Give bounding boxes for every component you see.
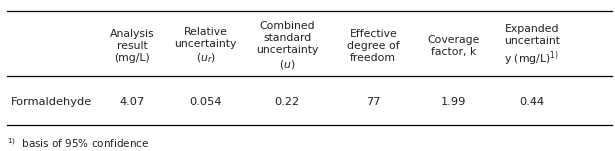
Text: $^{1)}$  basis of 95% confidence: $^{1)}$ basis of 95% confidence	[7, 136, 149, 150]
Text: Relative
uncertainty
$(u_r)$: Relative uncertainty $(u_r)$	[175, 27, 237, 65]
Text: 77: 77	[366, 97, 381, 107]
Text: Effective
degree of
freedom: Effective degree of freedom	[347, 29, 400, 63]
Text: Analysis
result
(mg/L): Analysis result (mg/L)	[109, 29, 154, 63]
Text: Expanded
uncertaint
y (mg/L)$^{1)}$: Expanded uncertaint y (mg/L)$^{1)}$	[504, 24, 560, 68]
Text: 0.054: 0.054	[189, 97, 222, 107]
Text: 4.07: 4.07	[119, 97, 145, 107]
Text: 0.44: 0.44	[519, 97, 544, 107]
Text: 0.22: 0.22	[275, 97, 300, 107]
Text: 1.99: 1.99	[440, 97, 466, 107]
Text: Coverage
factor, k: Coverage factor, k	[427, 35, 480, 57]
Text: Combined
standard
uncertainty
$(u)$: Combined standard uncertainty $(u)$	[256, 21, 319, 71]
Text: Formaldehyde: Formaldehyde	[11, 97, 93, 107]
